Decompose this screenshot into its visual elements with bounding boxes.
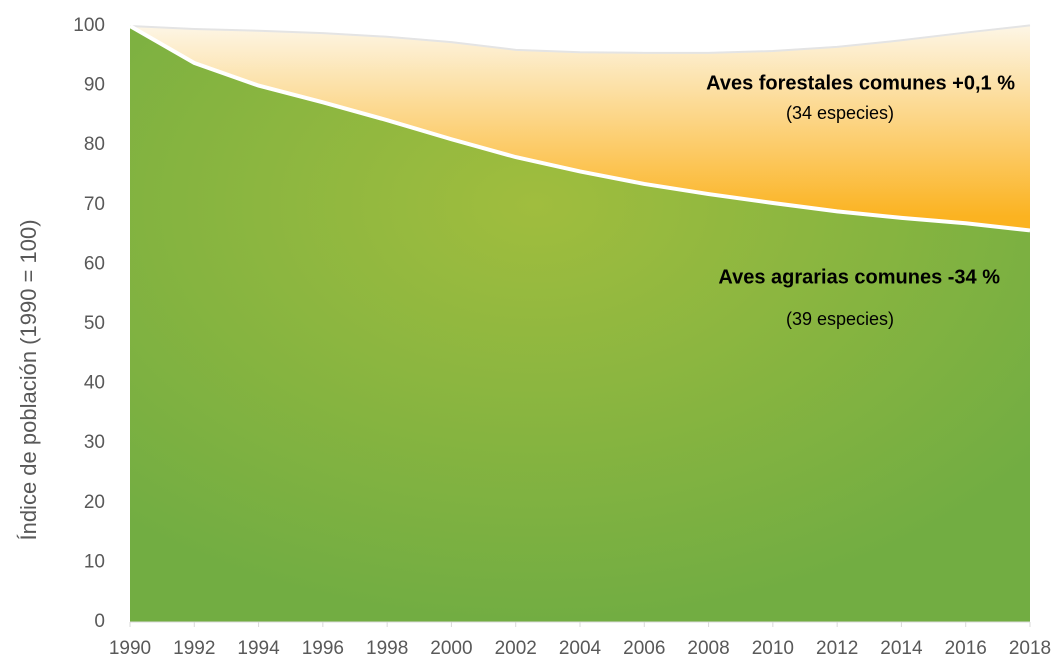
x-tick-label: 2012: [816, 638, 858, 659]
x-tick-label: 2002: [495, 638, 537, 659]
annotation: Aves forestales comunes +0,1 %: [706, 72, 1015, 94]
x-tick-label: 2008: [687, 638, 729, 659]
area: [130, 26, 1030, 622]
y-tick-label: 70: [84, 194, 105, 215]
x-tick-label: 2006: [623, 638, 665, 659]
y-tick-label: 20: [84, 492, 105, 513]
x-tick-label: 1992: [173, 638, 215, 659]
y-tick-label: 0: [94, 611, 105, 632]
y-tick-label: 50: [84, 313, 105, 334]
x-tick-label: 2018: [1009, 638, 1051, 659]
y-tick-label: 40: [84, 373, 105, 394]
y-tick-label: 60: [84, 253, 105, 274]
x-tick-label: 2014: [880, 638, 923, 659]
annotation: (34 especies): [786, 103, 894, 123]
x-tick-label: 1996: [302, 638, 344, 659]
annotation: (39 especies): [786, 309, 894, 329]
x-tick-label: 1998: [366, 638, 408, 659]
y-tick-label: 100: [73, 15, 105, 36]
area-edge: [129, 24, 1031, 233]
y-tick-label: 80: [84, 134, 105, 155]
x-tick-label: 2004: [559, 638, 602, 659]
y-tick-label: 10: [84, 551, 105, 572]
x-tick-label: 2016: [945, 638, 987, 659]
annotation: Aves agrarias comunes -34 %: [718, 266, 1000, 288]
x-tick-label: 2000: [430, 638, 472, 659]
area-edge: [129, 24, 1031, 54]
x-tick-label: 1994: [237, 638, 280, 659]
y-tick-label: 90: [84, 75, 105, 96]
x-tick-label: 2010: [752, 638, 794, 659]
y-tick-label: 30: [84, 432, 105, 453]
x-tick-label: 1990: [109, 638, 151, 659]
y-axis-label: Índice de población (1990 = 100): [16, 219, 41, 540]
